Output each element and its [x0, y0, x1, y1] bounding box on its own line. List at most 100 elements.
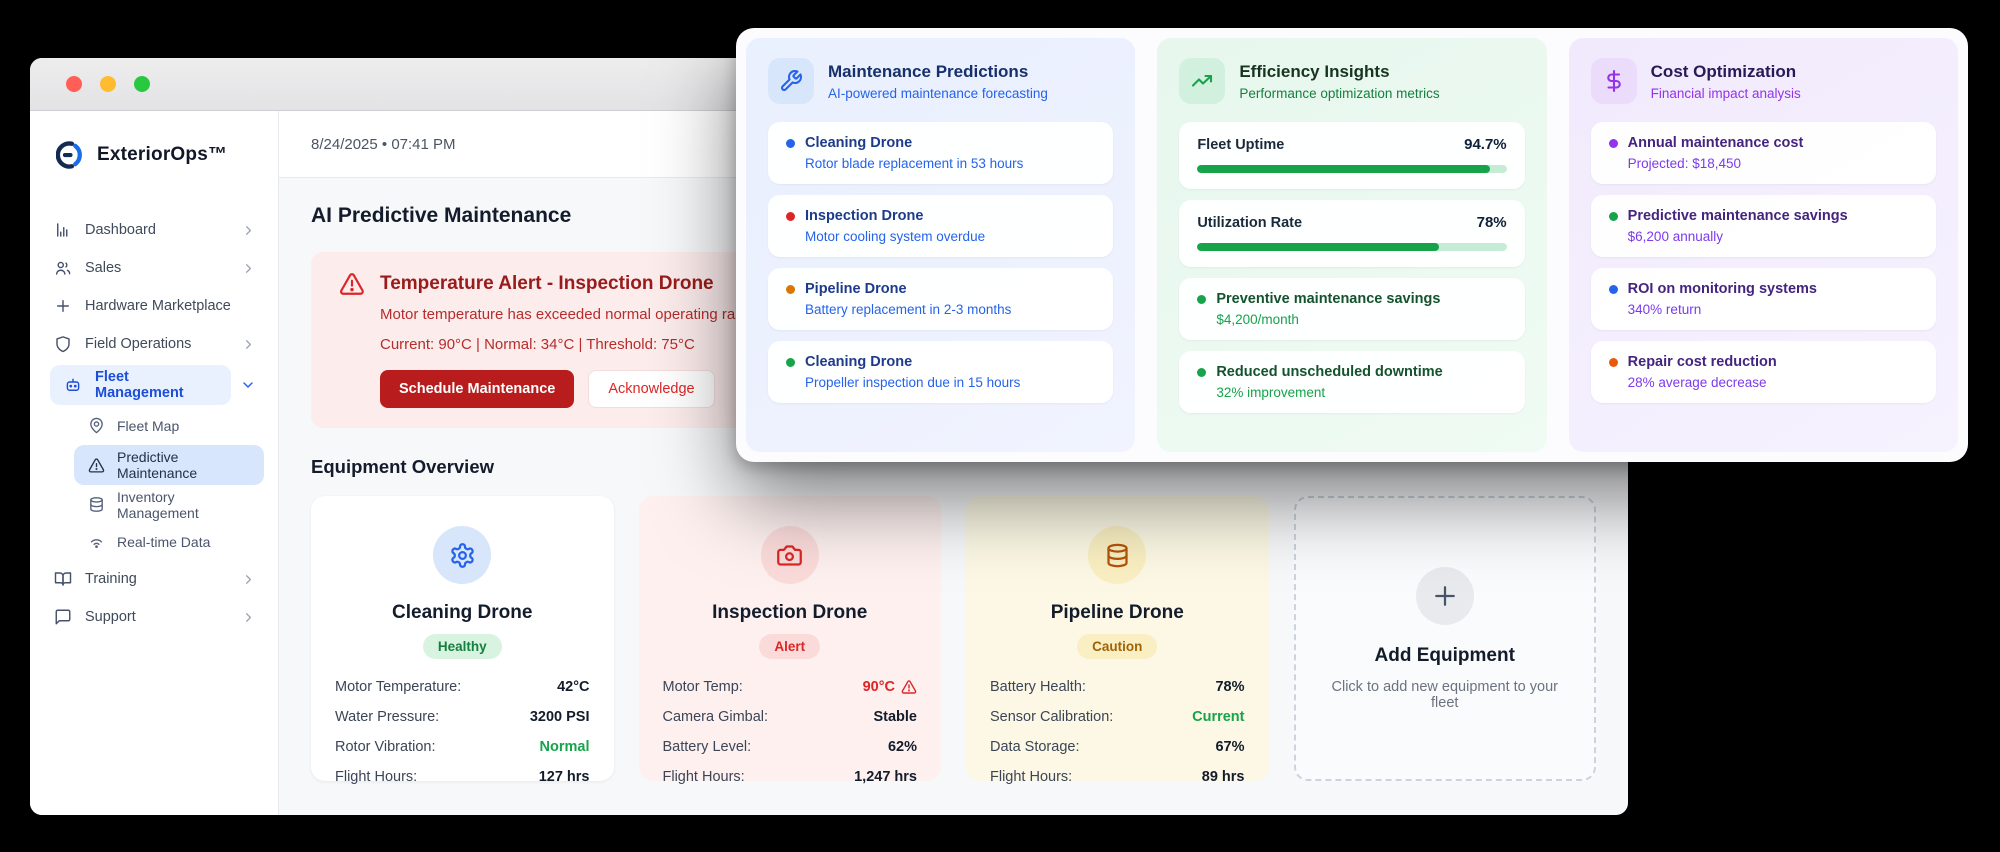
metric-value: 94.7%: [1464, 136, 1507, 153]
brand-name: ExteriorOps™: [97, 144, 227, 166]
efficiency-title: Reduced unscheduled downtime: [1216, 364, 1442, 380]
dollar-sign-icon: [1591, 58, 1637, 104]
alert-title: Temperature Alert - Inspection Drone: [380, 273, 714, 295]
stat-label: Camera Gimbal:: [663, 709, 769, 725]
maintenance-predictions-column: Maintenance Predictions AI-powered maint…: [746, 38, 1135, 452]
brand-logo-icon: [56, 140, 86, 170]
sidebar-item-field-operations[interactable]: Field Operations: [30, 325, 278, 363]
efficiency-detail: $4,200/month: [1216, 312, 1506, 327]
sidebar-item-label: Sales: [85, 260, 121, 276]
stat-value: 42°C: [557, 679, 589, 695]
plus-icon: [1416, 567, 1474, 625]
stat-value: 3200 PSI: [530, 709, 590, 725]
prediction-item: Cleaning Drone Rotor blade replacement i…: [768, 122, 1113, 184]
metric-label: Fleet Uptime: [1197, 137, 1284, 153]
alert-triangle-icon: [88, 457, 105, 474]
plus-icon: [54, 297, 72, 315]
column-title: Cost Optimization: [1651, 62, 1801, 82]
cost-title: Annual maintenance cost: [1628, 135, 1804, 151]
status-badge: Alert: [759, 634, 820, 659]
chevron-right-icon: [241, 572, 256, 587]
warning-icon: [901, 679, 917, 695]
cost-item: ROI on monitoring systems 340% return: [1591, 268, 1936, 330]
stat-label: Motor Temperature:: [335, 679, 461, 695]
prediction-detail: Rotor blade replacement in 53 hours: [805, 156, 1095, 171]
insights-overlay-panel: Maintenance Predictions AI-powered maint…: [736, 28, 1968, 462]
stat-value: 90°C: [863, 679, 917, 695]
equipment-card-inspection-drone[interactable]: Inspection Drone Alert Motor Temp: 90°C: [639, 496, 942, 781]
sidebar-item-sales[interactable]: Sales: [30, 249, 278, 287]
cost-title: ROI on monitoring systems: [1628, 281, 1817, 297]
progress-track: [1197, 243, 1506, 251]
chevron-right-icon: [241, 610, 256, 625]
stat-value: 127 hrs: [539, 769, 590, 785]
chevron-right-icon: [241, 261, 256, 276]
book-open-icon: [54, 570, 72, 588]
brand-row: ExteriorOps™: [30, 133, 278, 177]
sidebar-item-fleet-management[interactable]: Fleet Management: [30, 363, 278, 407]
stat-value: 67%: [1215, 739, 1244, 755]
cost-optimization-column: Cost Optimization Financial impact analy…: [1569, 38, 1958, 452]
database-icon: [1088, 526, 1146, 584]
schedule-maintenance-button[interactable]: Schedule Maintenance: [380, 370, 574, 408]
sidebar-item-support[interactable]: Support: [30, 598, 278, 636]
column-title: Efficiency Insights: [1239, 62, 1439, 82]
chevron-right-icon: [241, 337, 256, 352]
stat-label: Rotor Vibration:: [335, 739, 435, 755]
cost-title: Repair cost reduction: [1628, 354, 1777, 370]
efficiency-item: Preventive maintenance savings $4,200/mo…: [1179, 278, 1524, 340]
stat-value: Normal: [540, 739, 590, 755]
sidebar-item-predictive-maintenance[interactable]: Predictive Maintenance: [30, 444, 278, 486]
sidebar-item-label: Predictive Maintenance: [117, 449, 250, 481]
sidebar-item-realtime-data[interactable]: Real-time Data: [30, 523, 278, 560]
sidebar-item-label: Training: [85, 571, 137, 587]
stat-value: 1,247 hrs: [854, 769, 917, 785]
sidebar-item-training[interactable]: Training: [30, 560, 278, 598]
status-dot: [1197, 295, 1206, 304]
sidebar: ExteriorOps™ Dashboard: [30, 111, 279, 815]
status-dot: [786, 285, 795, 294]
sidebar-item-inventory-management[interactable]: Inventory Management: [30, 486, 278, 523]
add-equipment-subtitle: Click to add new equipment to your fleet: [1320, 679, 1571, 711]
stat-label: Data Storage:: [990, 739, 1079, 755]
stat-label: Flight Hours:: [335, 769, 417, 785]
cost-item: Repair cost reduction 28% average decrea…: [1591, 341, 1936, 403]
acknowledge-button[interactable]: Acknowledge: [588, 370, 714, 408]
status-dot: [1197, 368, 1206, 377]
sidebar-item-hardware-marketplace[interactable]: Hardware Marketplace: [30, 287, 278, 325]
close-button[interactable]: [66, 76, 82, 92]
stat-value: 62%: [888, 739, 917, 755]
map-pin-icon: [88, 417, 105, 434]
prediction-item: Inspection Drone Motor cooling system ov…: [768, 195, 1113, 257]
zoom-button[interactable]: [134, 76, 150, 92]
stat-label: Flight Hours:: [990, 769, 1072, 785]
wrench-icon: [768, 58, 814, 104]
column-title: Maintenance Predictions: [828, 62, 1048, 82]
equipment-card-pipeline-drone[interactable]: Pipeline Drone Caution Battery Health:78…: [966, 496, 1269, 781]
status-dot: [1609, 285, 1618, 294]
stat-label: Water Pressure:: [335, 709, 439, 725]
progress-fill: [1197, 165, 1490, 173]
sidebar-item-dashboard[interactable]: Dashboard: [30, 211, 278, 249]
sidebar-item-fleet-map[interactable]: Fleet Map: [30, 407, 278, 444]
prediction-detail: Propeller inspection due in 15 hours: [805, 375, 1095, 390]
equipment-card-cleaning-drone[interactable]: Cleaning Drone Healthy Motor Temperature…: [311, 496, 614, 781]
status-dot: [786, 139, 795, 148]
bar-chart-icon: [54, 221, 72, 239]
chat-bubble-icon: [54, 608, 72, 626]
equipment-grid: Cleaning Drone Healthy Motor Temperature…: [311, 496, 1596, 781]
minimize-button[interactable]: [100, 76, 116, 92]
database-icon: [88, 496, 105, 513]
equipment-name: Inspection Drone: [663, 602, 918, 624]
chevron-right-icon: [241, 223, 256, 238]
status-dot: [1609, 139, 1618, 148]
stat-value-text: 90°C: [863, 679, 895, 695]
sidebar-item-label: Field Operations: [85, 336, 191, 352]
equipment-name: Pipeline Drone: [990, 602, 1245, 624]
alert-triangle-icon: [339, 271, 365, 297]
cost-detail: 28% average decrease: [1628, 375, 1918, 390]
add-equipment-card[interactable]: Add Equipment Click to add new equipment…: [1294, 496, 1597, 781]
progress-track: [1197, 165, 1506, 173]
sidebar-item-label: Real-time Data: [117, 534, 210, 550]
status-dot: [1609, 358, 1618, 367]
